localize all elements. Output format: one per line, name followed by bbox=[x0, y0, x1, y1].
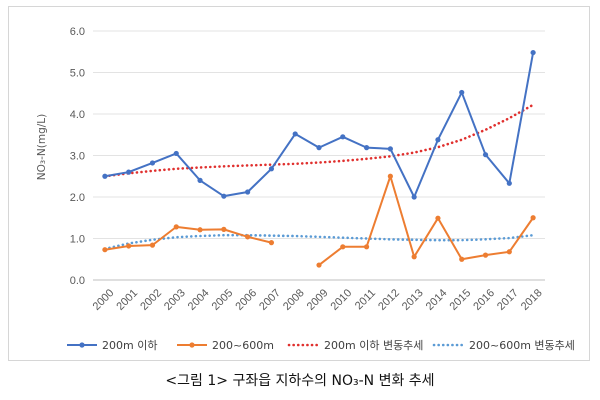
legend-label: 200m 이하 bbox=[102, 338, 157, 352]
y-tick-label: 4.0 bbox=[70, 109, 85, 121]
x-tick-label: 2018 bbox=[519, 287, 545, 313]
series-1 bbox=[102, 173, 536, 268]
data-point bbox=[292, 131, 298, 137]
data-point bbox=[197, 227, 203, 233]
y-tick-label: 0.0 bbox=[70, 275, 85, 287]
legend-item-1: 200~600m bbox=[177, 339, 274, 352]
x-tick-label: 2011 bbox=[353, 287, 378, 312]
legend-marker bbox=[79, 342, 85, 348]
trend-line bbox=[103, 233, 535, 251]
data-point bbox=[268, 240, 275, 246]
data-point bbox=[221, 226, 227, 232]
x-tick-label: 2010 bbox=[329, 287, 355, 313]
y-tick-label: 3.0 bbox=[70, 151, 85, 163]
data-point bbox=[221, 193, 227, 199]
data-point bbox=[197, 177, 203, 183]
figure-caption: <그림 1> 구좌읍 지하수의 NO₃-N 변화 추세 bbox=[165, 373, 435, 389]
x-tick-label: 2001 bbox=[114, 287, 140, 313]
legend-item-2: 200m 이하 변동추세 bbox=[287, 338, 423, 352]
data-point bbox=[149, 242, 156, 248]
x-tick-label: 2000 bbox=[91, 287, 117, 313]
x-tick-label: 2014 bbox=[424, 287, 450, 313]
series-line bbox=[104, 52, 535, 198]
data-point bbox=[411, 254, 417, 260]
x-tick-label: 2013 bbox=[400, 287, 426, 313]
line-chart: 0.01.02.03.04.05.06.02000200120022003200… bbox=[36, 26, 575, 352]
data-point bbox=[363, 145, 370, 151]
data-point bbox=[316, 145, 322, 151]
data-point bbox=[387, 173, 393, 179]
legend-label: 200~600m bbox=[212, 339, 274, 352]
x-tick-label: 2009 bbox=[305, 287, 331, 313]
legend-item-3: 200~600m 변동추세 bbox=[432, 339, 575, 352]
data-point bbox=[482, 152, 489, 158]
data-point bbox=[268, 166, 275, 172]
data-point bbox=[435, 215, 441, 221]
data-point bbox=[102, 247, 108, 253]
y-tick-label: 6.0 bbox=[70, 26, 85, 38]
x-tick-label: 2002 bbox=[138, 287, 164, 313]
data-point bbox=[340, 134, 346, 140]
legend-item-0: 200m 이하 bbox=[67, 338, 157, 352]
data-point bbox=[126, 243, 132, 249]
chart-frame: 0.0 1.0 2.0 3.0 4.0 5.0 6.0 2000 2001 2002 2003 200… bbox=[8, 6, 590, 361]
x-tick-label: 2017 bbox=[495, 287, 521, 313]
data-point bbox=[316, 262, 322, 268]
data-point bbox=[173, 150, 179, 157]
y-tick-label: 2.0 bbox=[70, 192, 85, 204]
legend-label: 200~600m 변동추세 bbox=[469, 339, 575, 352]
legend-marker bbox=[189, 342, 195, 348]
y-tick-label: 1.0 bbox=[70, 234, 85, 246]
data-point bbox=[530, 49, 536, 56]
x-tick-label: 2007 bbox=[257, 287, 283, 313]
data-point bbox=[363, 244, 370, 250]
x-tick-label: 2005 bbox=[210, 287, 236, 313]
trend-lines bbox=[103, 103, 535, 251]
trend-line bbox=[103, 103, 535, 178]
data-point bbox=[245, 189, 251, 195]
series-line bbox=[318, 175, 534, 266]
data-point bbox=[459, 256, 465, 262]
series-2 bbox=[103, 103, 535, 178]
data-point bbox=[411, 194, 417, 200]
axes: 0.01.02.03.04.05.06.02000200120022003200… bbox=[70, 26, 545, 313]
y-axis-title: NO₃-N(mg/L) bbox=[36, 114, 48, 180]
series-3 bbox=[103, 233, 535, 251]
legend: 200m 이하 200~600m 200m 이하 변동추세 200~600m 변동추세 bbox=[67, 338, 575, 352]
data-point bbox=[173, 224, 179, 230]
data-point bbox=[149, 160, 156, 166]
x-tick-label: 2008 bbox=[281, 287, 307, 313]
y-tick-label: 5.0 bbox=[70, 68, 85, 80]
legend-label: 200m 이하 변동추세 bbox=[324, 338, 423, 352]
grid bbox=[93, 30, 545, 281]
data-point bbox=[506, 249, 512, 255]
series-line bbox=[104, 225, 272, 251]
data-point bbox=[387, 146, 393, 152]
data-point bbox=[530, 215, 536, 221]
x-tick-label: 2006 bbox=[233, 287, 259, 313]
series-0 bbox=[102, 49, 536, 200]
x-tick-label: 2004 bbox=[186, 287, 212, 313]
data-point bbox=[459, 89, 465, 96]
x-tick-label: 2003 bbox=[162, 287, 188, 313]
data-point bbox=[435, 137, 441, 143]
data-series bbox=[102, 49, 536, 268]
data-point bbox=[102, 173, 108, 179]
data-point bbox=[506, 180, 512, 186]
data-point bbox=[126, 169, 132, 175]
x-tick-label: 2015 bbox=[448, 287, 474, 313]
data-point bbox=[340, 244, 346, 250]
data-point bbox=[482, 252, 489, 258]
x-tick-label: 2016 bbox=[471, 287, 497, 313]
x-tick-label: 2012 bbox=[376, 287, 402, 313]
data-point bbox=[245, 234, 251, 240]
